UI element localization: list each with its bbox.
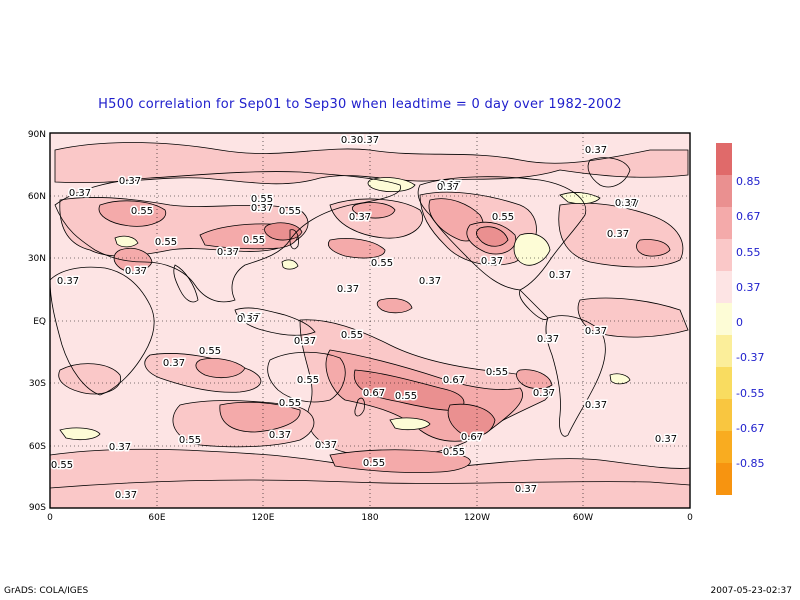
contour-label: 0.37	[115, 490, 137, 501]
contour-label: 0.37	[357, 135, 379, 146]
contour-label: 0.67	[461, 432, 483, 443]
contour-label: 0.55	[363, 458, 385, 469]
contour-label: 0.37	[349, 212, 371, 223]
colorbar-label-neg055: -0.55	[736, 387, 765, 400]
contour-label: 0.37	[439, 180, 461, 191]
contour-label: 0.37	[537, 334, 559, 345]
contour-label: 0.37	[251, 203, 273, 214]
colorbar-label-037: 0.37	[736, 281, 761, 294]
lat-label-90n: 90N	[27, 130, 46, 140]
contour-label: 0.55	[279, 206, 301, 217]
contour-labels: 0.370.370.370.37 0.370.370.370.370.550.55…	[50, 134, 679, 503]
lon-label-60w: 60W	[572, 513, 594, 523]
contour-label: 0.37	[549, 270, 571, 281]
contour-label: 0.55	[279, 398, 301, 409]
lon-label-120w: 120W	[463, 513, 491, 523]
contour-label: 0.55	[251, 194, 273, 205]
colorbar-label-neg037: -0.37	[736, 351, 765, 364]
contour-label: 0.37	[615, 198, 637, 209]
contour-label: 0.37	[163, 358, 185, 369]
lon-label-120e: 120E	[251, 513, 275, 523]
lat-label-60n: 60N	[27, 192, 46, 202]
contour-label: 0.37	[119, 176, 141, 187]
lat-label-eq: EQ	[33, 317, 46, 327]
lat-label-60s: 60S	[28, 442, 46, 452]
lon-label-60e: 60E	[148, 513, 166, 523]
contour-label: 0.67	[443, 375, 465, 386]
footer-timestamp: 2007-05-23-02:37	[710, 586, 793, 596]
colorbar-label-neg085: -0.85	[736, 457, 765, 470]
contour-label: 0.55	[51, 460, 73, 471]
contour-label: 0.67	[363, 388, 385, 399]
coastlines	[50, 157, 690, 489]
contour-label: 0.55	[443, 447, 465, 458]
contour-label: 0.55	[341, 330, 363, 341]
contour-label: 0.55	[371, 258, 393, 269]
contour-label: 0.37	[217, 247, 239, 258]
chart-title: H500 correlation for Sep01 to Sep30 when…	[98, 97, 622, 112]
contour-label: 0.37	[585, 326, 607, 337]
lat-label-30n: 30N	[27, 254, 46, 264]
contour-label: 0.55	[179, 435, 201, 446]
contour-label: 0.37	[655, 434, 677, 445]
colorbar-label-085: 0.85	[736, 175, 761, 188]
contour-label: 0.37	[585, 145, 607, 156]
contour-label: 0.37	[69, 188, 91, 199]
contour-label: 0.37	[315, 440, 337, 451]
contour-label: 0.37	[294, 336, 316, 347]
shading-negative	[59, 177, 631, 441]
contour-label: 0.37	[607, 229, 629, 240]
contour-label: 0.37	[125, 266, 147, 277]
contour-label: 0.37	[533, 388, 555, 399]
contour-label: 0.37	[341, 135, 363, 146]
footer-credit: GrADS: COLA/IGES	[4, 586, 89, 596]
contour-label: 0.37	[237, 314, 259, 325]
lat-label-30s: 30S	[28, 379, 46, 389]
contour-label: 0.37	[481, 256, 503, 267]
contour-label: 0.37	[419, 276, 441, 287]
lon-label-180: 180	[361, 513, 379, 523]
map-frame	[49, 132, 691, 509]
colorbar-label-067: 0.67	[736, 210, 761, 223]
colorbar-label-neg067: -0.67	[736, 422, 765, 435]
contour-label: 0.37	[437, 182, 459, 193]
contour-label: 0.37	[585, 400, 607, 411]
contour-label: 0.55	[199, 346, 221, 357]
contour-label: 0.37	[269, 430, 291, 441]
contour-label: 0.37	[57, 276, 79, 287]
lon-label-0: 0	[47, 513, 53, 523]
contour-label: 0.55	[155, 237, 177, 248]
contour-label: 0.55	[131, 206, 153, 217]
contour-label: 0.55	[486, 367, 508, 378]
contour-label: 0.55	[492, 212, 514, 223]
contour-label: 0.55	[395, 391, 417, 402]
contour-label: 0.37	[109, 442, 131, 453]
contour-label: 0.37	[515, 484, 537, 495]
lon-label-0-end: 0	[687, 513, 693, 523]
contour-label: 0.37	[617, 199, 639, 210]
shading-067	[264, 222, 509, 437]
colorbar-label-055: 0.55	[736, 246, 761, 259]
contour-label: 0.37	[239, 312, 261, 323]
grid-lines	[50, 133, 690, 508]
contour-label: 0.37	[337, 284, 359, 295]
colorbar-label-0: 0	[736, 316, 743, 329]
contour-label: 0.55	[297, 375, 319, 386]
lat-label-90s: 90S	[28, 503, 46, 513]
contour-label: 0.55	[243, 235, 265, 246]
